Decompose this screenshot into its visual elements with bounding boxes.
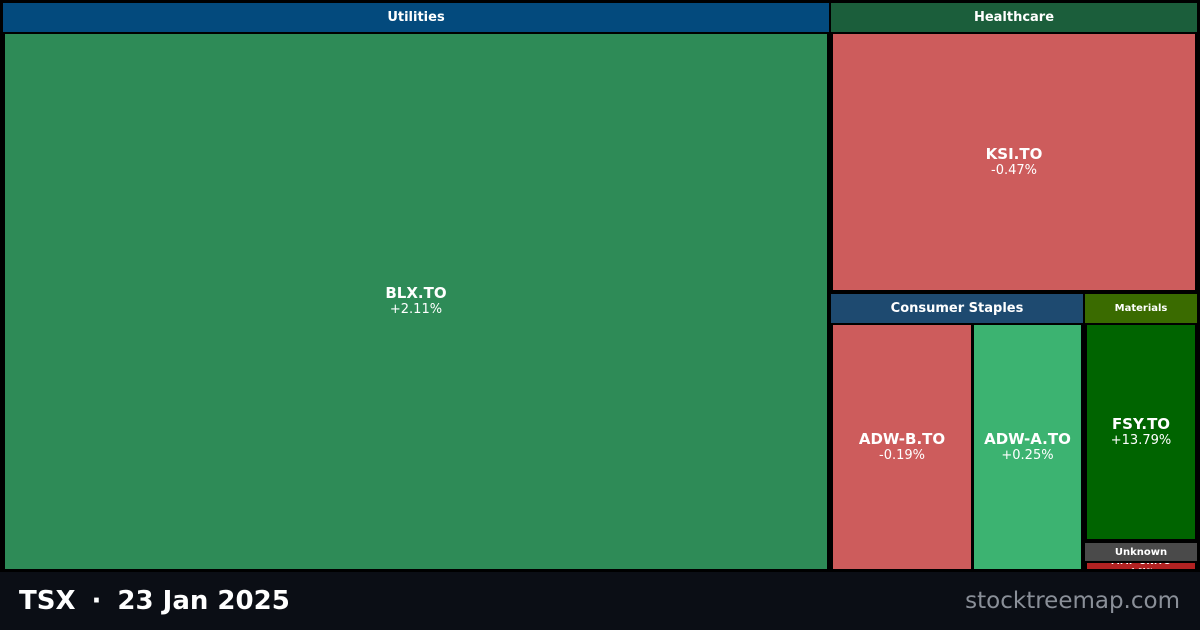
site-label: stocktreemap.com [965, 588, 1180, 614]
stock-ticker: FSY.TO [1111, 414, 1171, 433]
stock-tile-ksi-to[interactable]: KSI.TO -0.47% [833, 34, 1195, 290]
stock-change: -0.19% [879, 447, 925, 463]
stock-change: -1.61% [1129, 567, 1154, 569]
stock-change: -0.47% [991, 162, 1037, 178]
stock-tile-adw-b-to[interactable]: ADW-B.TO -0.19% [833, 325, 971, 569]
stock-tile-mmp-un-to[interactable]: MMP-UN.TO-1.61% [1087, 563, 1195, 569]
exchange-label: TSX [19, 586, 76, 616]
stock-tile-blx-to[interactable]: BLX.TO +2.11% [5, 34, 827, 569]
stock-ticker: BLX.TO [385, 284, 447, 303]
stock-tile-adw-a-to[interactable]: ADW-A.TO +0.25% [974, 325, 1081, 569]
stock-ticker: MMP-UN.TO [1111, 563, 1171, 567]
sector-header-utilities: Utilities [3, 3, 829, 32]
stock-change: +0.25% [1001, 447, 1054, 463]
footer-bar: TSX · 23 Jan 2025 stocktreemap.com [0, 572, 1200, 630]
sector-header-unknown: Unknown [1085, 543, 1197, 561]
stock-ticker: ADW-B.TO [858, 429, 946, 448]
stock-ticker: KSI.TO [985, 144, 1043, 163]
footer-title: TSX · 23 Jan 2025 [19, 572, 290, 630]
separator-dot: · [91, 586, 102, 616]
stock-ticker: ADW-A.TO [984, 429, 1071, 448]
sector-header-healthcare: Healthcare [831, 3, 1197, 32]
stock-change: +13.79% [1110, 432, 1172, 448]
stock-change: +2.11% [389, 302, 443, 318]
date-label: 23 Jan 2025 [117, 586, 290, 616]
sector-header-materials: Materials [1085, 294, 1197, 323]
sector-header-consumer-staples: Consumer Staples [831, 294, 1083, 323]
stock-tile-fsy-to[interactable]: FSY.TO +13.79% [1087, 325, 1195, 539]
